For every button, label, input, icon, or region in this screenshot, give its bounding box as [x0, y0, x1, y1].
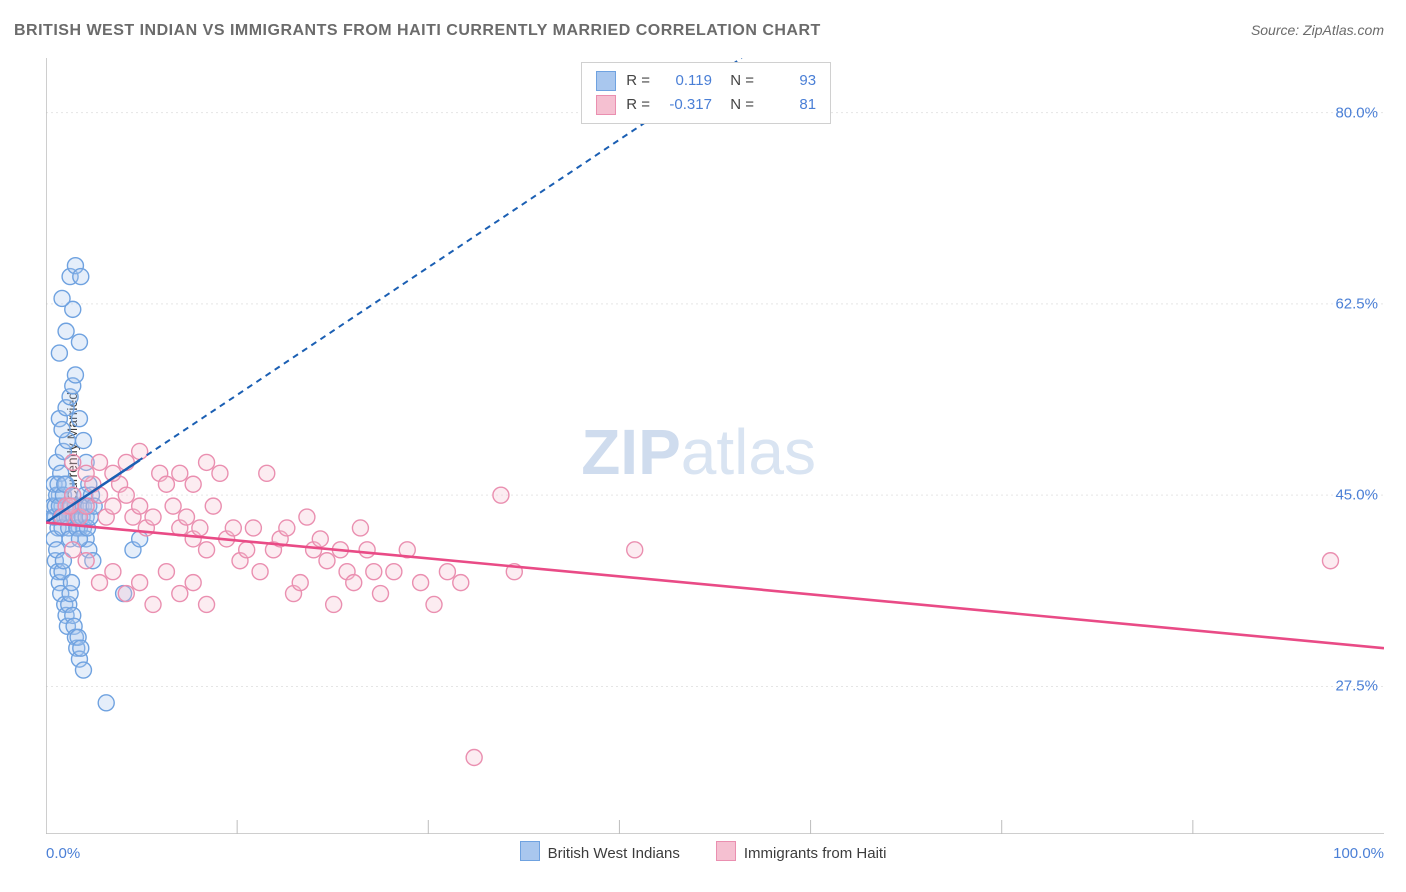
swatch-icon — [596, 95, 616, 115]
legend-item: Immigrants from Haiti — [716, 841, 887, 862]
y-tick-label: 45.0% — [1335, 487, 1378, 504]
stat-n-label: N = — [722, 93, 754, 117]
stat-r-value: -0.317 — [660, 93, 712, 117]
stat-r-label: R = — [626, 69, 650, 93]
stat-n-label: N = — [722, 69, 754, 93]
source-label: Source: ZipAtlas.com — [1251, 22, 1384, 38]
legend-item: British West Indians — [520, 841, 680, 862]
legend-label: British West Indians — [548, 845, 680, 862]
stat-n-value: 81 — [764, 93, 816, 117]
chart-title: BRITISH WEST INDIAN VS IMMIGRANTS FROM H… — [14, 22, 821, 40]
scatter-plot — [46, 58, 1384, 834]
stats-row: R = -0.317 N = 81 — [596, 93, 816, 117]
stat-r-label: R = — [626, 93, 650, 117]
swatch-icon — [716, 841, 736, 861]
y-tick-label: 80.0% — [1335, 104, 1378, 121]
y-tick-label: 62.5% — [1335, 295, 1378, 312]
stat-r-value: 0.119 — [660, 69, 712, 93]
stats-row: R = 0.119 N = 93 — [596, 69, 816, 93]
series-legend: British West Indians Immigrants from Hait… — [0, 841, 1406, 862]
swatch-icon — [520, 841, 540, 861]
plot-area: ZIPatlas 27.5%45.0%62.5%80.0% R =0.119 N… — [46, 58, 1384, 834]
stats-legend: R = 0.119 N = 93 R = -0.317 N = 81 — [581, 62, 831, 124]
swatch-icon — [596, 71, 616, 91]
y-tick-label: 27.5% — [1335, 678, 1378, 695]
stat-n-value: 93 — [764, 69, 816, 93]
legend-label: Immigrants from Haiti — [744, 845, 887, 862]
